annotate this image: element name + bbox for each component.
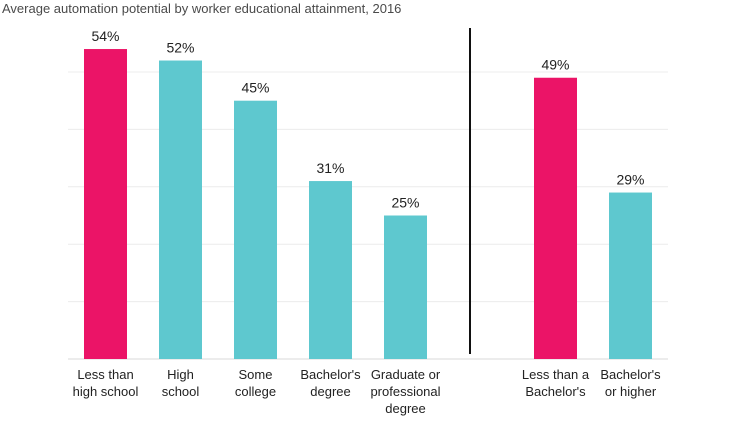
x-tick-label: High school (162, 367, 200, 399)
x-tick-label: Less than a Bachelor's (522, 367, 590, 399)
data-label: 29% (616, 172, 644, 188)
data-label: 45% (241, 80, 269, 96)
data-label: 54% (91, 28, 119, 44)
x-tick-label: Less than high school (73, 367, 139, 399)
bar (159, 60, 202, 360)
chart-title: Average automation potential by worker e… (2, 1, 402, 16)
data-label: 25% (391, 195, 419, 211)
bar (309, 181, 352, 359)
bar (234, 100, 277, 359)
bar (534, 77, 577, 360)
x-tick-label: Bachelor's degree (300, 367, 361, 399)
bar (84, 49, 127, 359)
data-label: 52% (166, 40, 194, 56)
bar (384, 215, 427, 359)
data-label: 49% (541, 57, 569, 73)
x-tick-label: Bachelor's or higher (600, 367, 661, 399)
x-tick-label: Some college (235, 367, 276, 399)
bar (609, 192, 652, 359)
x-tick-label: Graduate or professional degree (370, 367, 440, 416)
data-label: 31% (316, 160, 344, 176)
